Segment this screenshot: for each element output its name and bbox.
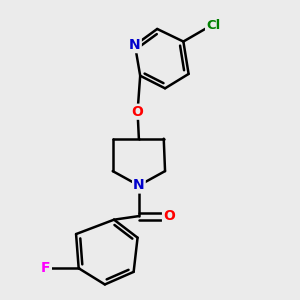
Text: N: N: [129, 38, 141, 52]
Text: O: O: [163, 209, 175, 223]
Text: N: N: [133, 178, 145, 193]
Text: F: F: [41, 261, 51, 275]
Text: O: O: [132, 105, 143, 119]
Text: Cl: Cl: [206, 19, 220, 32]
